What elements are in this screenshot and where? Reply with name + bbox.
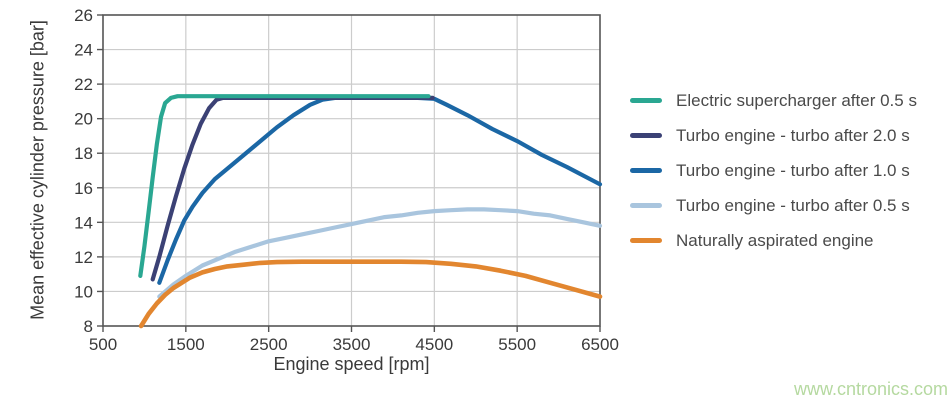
legend-item-naturally-aspirated: Naturally aspirated engine xyxy=(630,223,917,258)
legend: Electric supercharger after 0.5 s Turbo e… xyxy=(630,83,917,258)
watermark: www.cntronics.com xyxy=(793,379,948,399)
y-tick-label: 24 xyxy=(74,41,93,60)
y-tick-label: 18 xyxy=(74,144,93,163)
legend-swatch-turbo-1-0s xyxy=(630,168,662,173)
x-tick-label: 1500 xyxy=(167,335,205,354)
legend-item-electric-supercharger: Electric supercharger after 0.5 s xyxy=(630,83,917,118)
y-tick-label: 16 xyxy=(74,179,93,198)
y-tick-label: 12 xyxy=(74,248,93,267)
y-tick-label: 22 xyxy=(74,75,93,94)
y-tick-label: 26 xyxy=(74,6,93,25)
legend-swatch-naturally-aspirated xyxy=(630,238,662,243)
legend-swatch-turbo-0-5s xyxy=(630,203,662,208)
y-axis-title: Mean effective cylinder pressure [bar] xyxy=(27,20,48,320)
x-tick-label: 6500 xyxy=(581,335,619,354)
y-tick-label: 14 xyxy=(74,213,93,232)
x-tick-label: 5500 xyxy=(498,335,536,354)
series-electric-supercharger xyxy=(138,94,431,278)
legend-label: Turbo engine - turbo after 1.0 s xyxy=(676,160,910,180)
x-tick-label: 3500 xyxy=(333,335,371,354)
series-naturally-aspirated xyxy=(138,259,603,329)
y-tick-label: 8 xyxy=(84,317,93,336)
legend-item-turbo-0-5s: Turbo engine - turbo after 0.5 s xyxy=(630,188,917,223)
x-axis-title: Engine speed [rpm] xyxy=(273,354,430,374)
legend-label: Naturally aspirated engine xyxy=(676,230,874,250)
x-tick-label: 2500 xyxy=(250,335,288,354)
series-turbo-1-0s xyxy=(157,95,603,285)
y-tick-label: 20 xyxy=(74,110,93,129)
legend-swatch-turbo-2-0s xyxy=(630,133,662,138)
x-tick-label: 4500 xyxy=(415,335,453,354)
legend-item-turbo-2-0s: Turbo engine - turbo after 2.0 s xyxy=(630,118,917,153)
legend-label: Turbo engine - turbo after 2.0 s xyxy=(676,125,910,145)
legend-item-turbo-1-0s: Turbo engine - turbo after 1.0 s xyxy=(630,153,917,188)
legend-label: Electric supercharger after 0.5 s xyxy=(676,90,917,110)
y-tick-label: 10 xyxy=(74,282,93,301)
plot-frame xyxy=(102,14,601,327)
legend-swatch-electric-supercharger xyxy=(630,98,662,103)
series-turbo-2-0s xyxy=(150,95,435,282)
x-tick-label: 500 xyxy=(89,335,117,354)
legend-label: Turbo engine - turbo after 0.5 s xyxy=(676,195,910,215)
series-turbo-0-5s xyxy=(157,207,603,299)
